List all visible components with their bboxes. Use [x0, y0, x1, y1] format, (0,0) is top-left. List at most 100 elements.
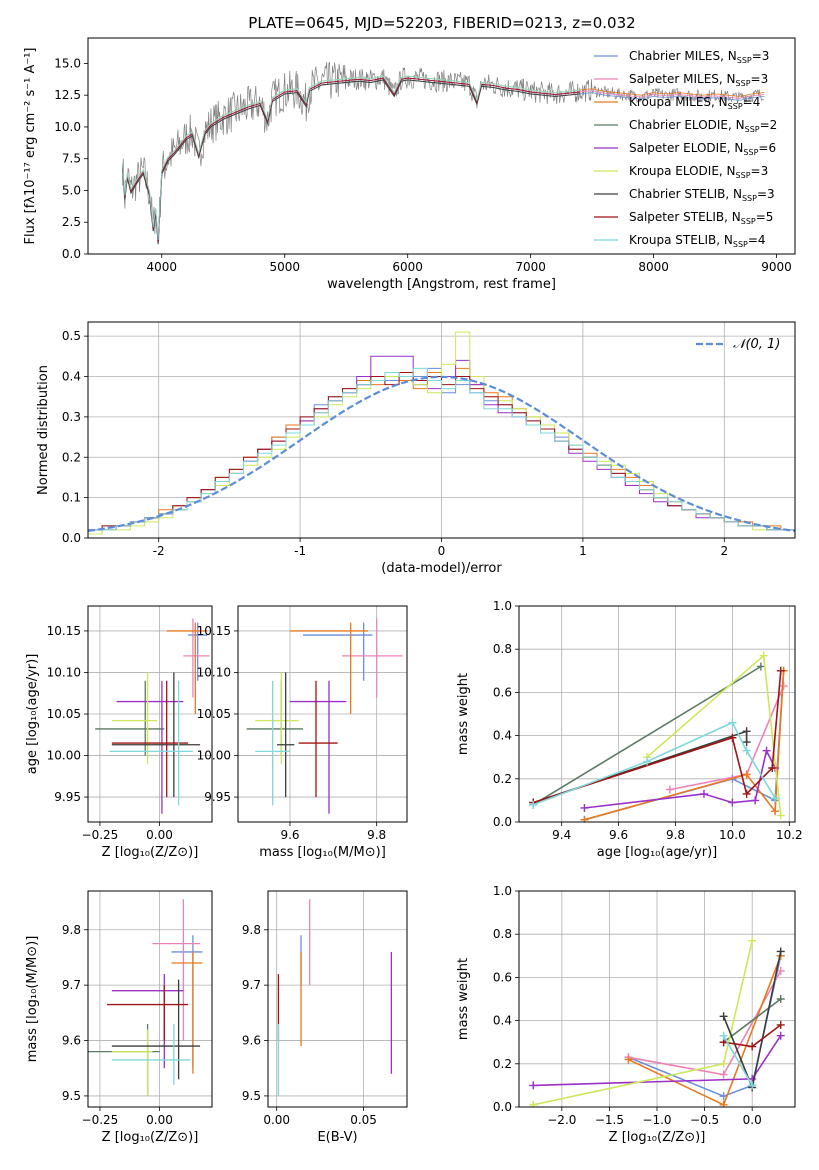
mass-weight-marker: [776, 966, 785, 975]
y-axis-label: Normed distribution: [36, 365, 51, 495]
mass-weight-marker: [728, 733, 737, 742]
y-tick-label: 0.8: [493, 642, 512, 656]
y-tick-label: 12.5: [54, 88, 81, 102]
x-tick-label: -2: [153, 544, 165, 558]
mass-weight-marker: [742, 770, 751, 779]
x-tick-label: 4000: [147, 260, 178, 274]
x-tick-label: 0.00: [263, 1113, 290, 1127]
mass-weight-marker: [742, 789, 751, 798]
y-tick-label: 9.7: [62, 978, 81, 992]
mass-weight-marker: [580, 803, 589, 812]
mass-weight-marker: [580, 815, 589, 822]
axes-frame: [518, 890, 796, 1108]
y-tick-label: 7.5: [62, 152, 81, 166]
y-tick-label: 9.95: [54, 790, 81, 804]
x-tick-label: −2.0: [547, 1113, 576, 1127]
mass-weight-marker: [771, 794, 780, 803]
plot-area-residuals: [88, 331, 795, 535]
y-tick-label: 10.05: [197, 707, 231, 721]
axes-age_vs_Z: −0.25 0.00 9.95 10.00 10.05 10.10 10.15 Z [log₁…: [25, 605, 213, 860]
y-tick-label: 10.15: [197, 624, 231, 638]
plot-area-mass_vs_EBV: [277, 899, 393, 1096]
x-tick-label: 0.05: [350, 1113, 377, 1127]
mass-weight-marker: [776, 995, 785, 1003]
y-tick-label: 9.5: [62, 1089, 81, 1103]
x-tick-label: −0.25: [82, 828, 119, 842]
y-tick-label: 2.5: [62, 215, 81, 229]
y-tick-label: 0.0: [62, 247, 81, 261]
y-tick-label: 0.4: [62, 370, 81, 384]
mass-weight-marker: [759, 651, 768, 660]
mass-weight-marker: [776, 811, 785, 820]
x-axis-label: E(B-V): [317, 1130, 357, 1145]
model-spectrum-line: [121, 75, 580, 241]
x-tick-label: 9.8: [666, 828, 685, 842]
x-tick-label: −1.0: [642, 1113, 671, 1127]
plot-area-spectrum: [121, 61, 765, 245]
x-tick-label: 9.6: [280, 828, 299, 842]
x-tick-label: 9.8: [367, 828, 386, 842]
model-spectrum-line: [121, 75, 580, 241]
y-tick-label: 9.6: [62, 1034, 81, 1048]
x-tick-label: 6000: [392, 260, 423, 274]
y-axis-label: mass weight: [456, 673, 471, 755]
x-tick-label: 0.00: [146, 828, 173, 842]
axes-weight_vs_age: 9.4 9.6 9.8 10.0 10.2 0.0 0.2 0.4 0.6 0.8 1.0 age […: [456, 599, 803, 860]
axes-frame: [518, 605, 796, 823]
y-tick-label: 0.8: [493, 927, 512, 941]
mass-weight-marker: [776, 947, 785, 956]
axes-frame: [87, 890, 213, 1108]
mass-weight-line: [584, 748, 776, 809]
axes-age_vs_mass: 9.6 9.8 9.95 10.00 10.05 10.10 10.15 mass [log₁…: [197, 605, 408, 860]
model-spectrum-line: [121, 79, 580, 244]
mass-weight-marker: [728, 718, 737, 727]
x-tick-label: 0: [438, 544, 446, 558]
y-axis-label: mass [log₁₀(M/M⊙)]: [25, 936, 40, 1063]
axes-mass_vs_EBV: 0.00 0.05 9.5 9.6 9.7 9.8 E(B-V): [242, 890, 408, 1145]
x-axis-label: Z [log₁₀(Z/Z⊙)]: [102, 845, 199, 860]
y-axis-label: age [log₁₀(age/yr)]: [25, 654, 40, 775]
legend-label: Kroupa ELODIE, NSSP=3: [629, 164, 768, 180]
mass-weight-line: [532, 665, 762, 806]
x-axis-label: (data-model)/error: [381, 561, 502, 576]
y-tick-label: 0.3: [62, 410, 81, 424]
y-tick-label: 0.4: [493, 1014, 512, 1028]
y-axis-label: Flux [fλ10⁻¹⁷ erg cm⁻² s⁻¹ A⁻¹]: [23, 48, 38, 245]
mass-weight-marker: [719, 1070, 728, 1079]
legend-label: Kroupa MILES, NSSP=4: [629, 95, 760, 111]
y-tick-label: 0.2: [62, 450, 81, 464]
mass-weight-marker: [776, 1031, 785, 1040]
model-spectrum-line: [121, 77, 580, 242]
mass-weight-marker: [728, 798, 737, 807]
x-tick-label: 0.00: [146, 1113, 173, 1127]
y-tick-label: 9.7: [242, 978, 261, 992]
axes-mass_vs_Z: −0.25 0.00 9.5 9.6 9.7 9.8 Z [log₁₀(Z/Z⊙)] mass…: [25, 890, 213, 1145]
mass-weight-marker: [719, 1031, 728, 1040]
legend-label: Kroupa STELIB, NSSP=4: [629, 233, 766, 249]
mass-weight-line: [723, 998, 782, 1043]
y-tick-label: 10.0: [54, 120, 81, 134]
y-tick-label: 15.0: [54, 56, 81, 70]
model-spectrum-line: [121, 77, 580, 242]
y-tick-label: 0.4: [493, 729, 512, 743]
x-tick-label: 9.4: [552, 828, 571, 842]
mass-weight-marker: [699, 789, 708, 798]
x-tick-label: -1: [294, 544, 306, 558]
legend-label: Salpeter MILES, NSSP=3: [629, 72, 768, 88]
mass-weight-marker: [665, 785, 674, 794]
x-tick-label: −0.25: [82, 1113, 119, 1127]
x-tick-label: −0.5: [690, 1113, 719, 1127]
y-tick-label: 0.0: [493, 1100, 512, 1114]
axes-frame: [237, 605, 408, 823]
mass-weight-marker: [529, 800, 538, 809]
plot-area-age_vs_mass: [246, 618, 403, 814]
axes-frame: [87, 37, 796, 255]
mass-weight-marker: [776, 1020, 785, 1029]
legend-label: Chabrier MILES, NSSP=3: [629, 49, 769, 65]
mass-weight-marker: [748, 1081, 757, 1090]
mass-weight-marker: [624, 1055, 633, 1064]
x-tick-label: 10.2: [776, 828, 803, 842]
y-tick-label: 5.0: [62, 183, 81, 197]
mass-weight-line: [722, 1035, 753, 1086]
